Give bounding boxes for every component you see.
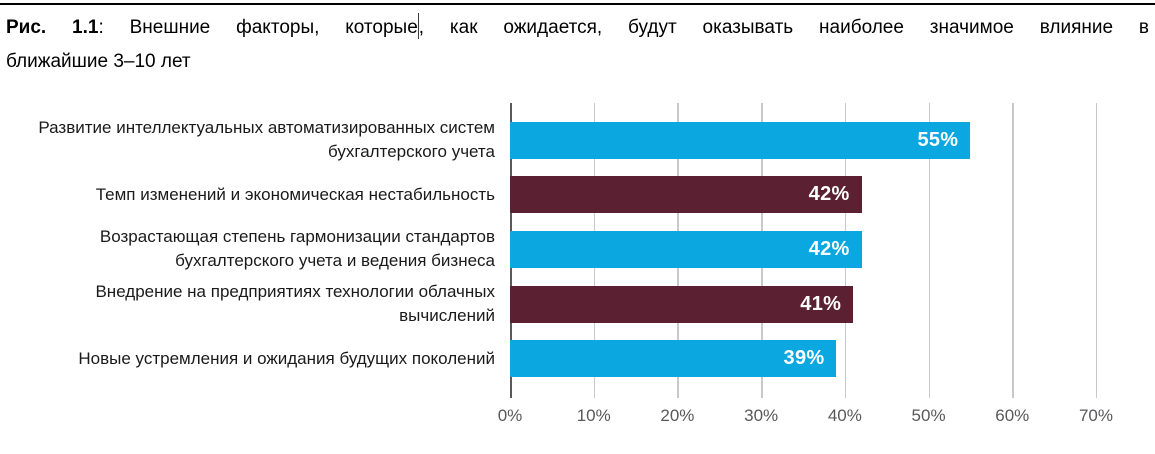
bar-value-label: 55% — [917, 128, 959, 151]
bar: 55% — [510, 121, 971, 159]
figure-caption-line1[interactable]: Рис. 1.1: Внешние факторы, которые, как … — [6, 13, 1149, 43]
bar-value-label: 42% — [808, 237, 850, 260]
bar-value-label: 41% — [800, 292, 842, 315]
bar-row: 42% — [510, 222, 1096, 277]
bar-row: 42% — [510, 168, 1096, 223]
x-axis-tick-label: 60% — [995, 406, 1030, 425]
bar: 41% — [510, 285, 854, 323]
x-axis-tick-label: 50% — [911, 406, 946, 425]
bar-rows: 55% 42% 42% 41% — [510, 113, 1096, 386]
x-axis-tick-label: 10% — [576, 406, 611, 425]
caption-text-after-cursor: , как ожидается, будут оказывать наиболе… — [418, 17, 1149, 38]
bar-row: 55% — [510, 113, 1096, 168]
x-axis-tick-label: 20% — [660, 406, 695, 425]
bar: 42% — [510, 230, 862, 268]
category-label: Возрастающая степень гармонизации станда… — [99, 227, 495, 271]
figure-caption[interactable]: Рис. 1.1: Внешние факторы, которые, как … — [0, 5, 1155, 77]
gridline-60pct — [1012, 103, 1014, 398]
x-axis: 0% 10% 20% 30% 40% 50% 60% 70% — [498, 398, 1113, 432]
gridline-50pct — [928, 103, 931, 398]
x-axis-tick-label: 30% — [744, 406, 779, 425]
x-axis-tick-label: 40% — [827, 406, 862, 425]
figure-number-separator: : — [98, 17, 104, 38]
category-label: Развитие интеллектуальных автоматизирова… — [38, 118, 495, 162]
x-axis-tick-label: 70% — [1078, 406, 1113, 425]
bar: 42% — [510, 176, 862, 214]
bar-value-label: 42% — [808, 183, 850, 206]
category-axis: Развитие интеллектуальных автоматизирова… — [0, 103, 510, 398]
category-label: Темп изменений и экономическая нестабиль… — [95, 184, 495, 204]
bar: 39% — [510, 340, 837, 378]
bar-chart: Развитие интеллектуальных автоматизирова… — [0, 103, 1155, 425]
top-rule — [0, 3, 1155, 5]
figure-number: Рис. 1.1 — [6, 17, 99, 38]
bar-value-label: 39% — [783, 347, 825, 370]
gridline-70pct — [1095, 103, 1098, 398]
bar-row: 39% — [510, 331, 1096, 386]
bar-row: 41% — [510, 277, 1096, 332]
category-label: Внедрение на предприятиях технологии обл… — [95, 282, 495, 326]
x-axis-tick-label: 0% — [497, 406, 523, 425]
figure-caption-line2[interactable]: ближайшие 3–10 лет — [6, 51, 191, 72]
plot-scale: 55% 42% 42% 41% — [510, 103, 1098, 398]
plot-area: 55% 42% 42% 41% — [498, 103, 1155, 425]
category-label: Новые устремления и ожидания будущих пок… — [78, 348, 495, 368]
caption-text-before-cursor: Внешние факторы, которые — [103, 17, 418, 38]
text-cursor-icon — [417, 13, 419, 39]
